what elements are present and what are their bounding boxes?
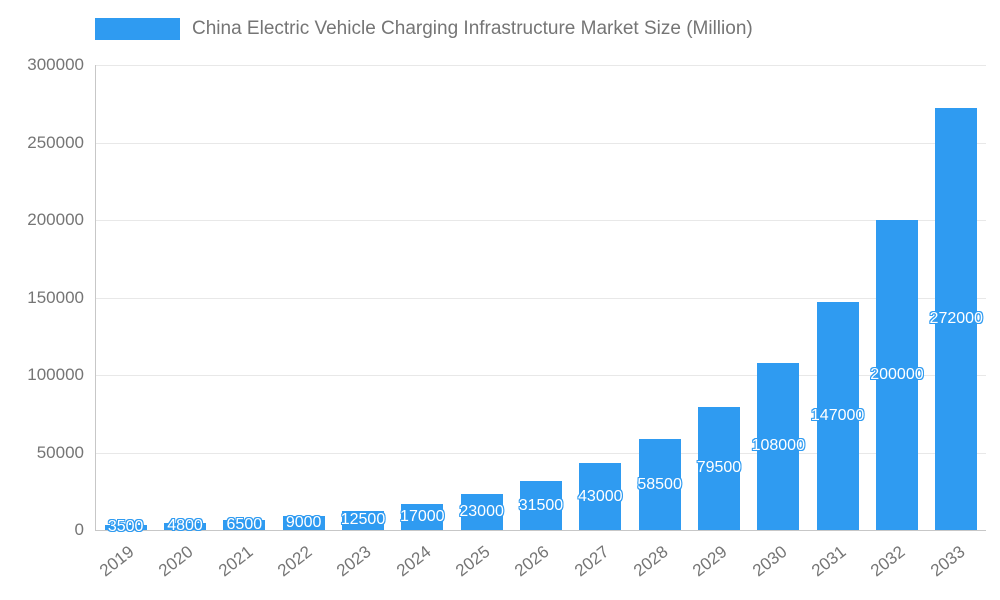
bar-2027: 43000 <box>578 463 623 530</box>
gridline <box>96 297 986 299</box>
bar-2021: 6500 <box>223 516 266 533</box>
x-tick-label-2032: 2032 <box>867 542 909 581</box>
x-tick-label-2025: 2025 <box>451 542 494 581</box>
x-tick-label-2027: 2027 <box>570 542 613 581</box>
bar-value-label: 23000 <box>459 503 504 521</box>
x-tick-label-2020: 2020 <box>155 542 197 581</box>
gridline <box>96 220 986 221</box>
bar-value-label: 58500 <box>637 475 682 493</box>
x-tick-label-2022: 2022 <box>273 542 316 581</box>
y-tick-label: 0 <box>74 520 84 539</box>
bar-value-label: 31500 <box>518 496 564 514</box>
bar-2033: 272000 <box>930 108 983 530</box>
x-tick-label-2024: 2024 <box>392 542 435 581</box>
bar-2024: 17000 <box>400 503 445 530</box>
bar-value-label: 3500 <box>107 518 144 536</box>
bars: 3500 4800 6500 9000 12500 17000 23000 31500 4300… <box>96 65 986 535</box>
bar-2026: 31500 <box>518 481 564 530</box>
chart-title: China Electric Vehicle Charging Infrastr… <box>192 18 753 39</box>
gridline <box>96 65 986 66</box>
bar-2031: 147000 <box>811 302 864 530</box>
bar-2028: 58500 <box>637 439 682 530</box>
legend[interactable]: China Electric Vehicle Charging Infrastr… <box>95 18 753 40</box>
bar-2020: 4800 <box>163 517 206 534</box>
bar-value-label: 9000 <box>285 514 322 532</box>
y-tick-label: 300000 <box>27 55 84 74</box>
y-tick-label: 250000 <box>27 132 84 152</box>
gridline <box>96 375 986 376</box>
x-tick-label-2021: 2021 <box>214 542 257 581</box>
gridline <box>96 142 986 144</box>
x-tick-label-2026: 2026 <box>511 542 553 581</box>
bar-value-label: 17000 <box>400 507 445 525</box>
x-tick-label-2019: 2019 <box>95 542 138 581</box>
bar-2023: 12500 <box>340 510 386 530</box>
bar-value-label: 4800 <box>167 517 203 535</box>
y-tick-label: 200000 <box>27 210 84 229</box>
x-tick-label-2028: 2028 <box>629 542 672 581</box>
x-tick-label-2029: 2029 <box>689 542 731 581</box>
bar-2025: 23000 <box>459 494 504 530</box>
bar-value-label: 6500 <box>226 515 263 533</box>
bar-2032: 200000 <box>870 220 924 530</box>
y-tick-label: 100000 <box>27 365 84 384</box>
y-tick-label: 150000 <box>27 287 84 307</box>
bar-value-label: 108000 <box>751 437 805 455</box>
x-tick-label-2023: 2023 <box>333 542 375 581</box>
x-tick-label-2030: 2030 <box>748 542 791 581</box>
bar-2030: 108000 <box>752 362 805 530</box>
x-tick-label-2031: 2031 <box>807 542 850 581</box>
legend-swatch[interactable] <box>95 18 180 40</box>
x-tick-label-2033: 2033 <box>926 542 969 581</box>
bar-value-label: 43000 <box>578 487 623 505</box>
bar-2019: 3500 <box>104 518 147 535</box>
bar-value-label: 200000 <box>870 366 924 383</box>
bar-value-label: 12500 <box>340 511 386 529</box>
bar-2022: 9000 <box>282 514 325 532</box>
y-tick-label: 50000 <box>36 442 84 462</box>
bar-value-label: 147000 <box>810 407 865 425</box>
bar-2029: 79500 <box>696 406 742 530</box>
plot-area: 0 50000 100000 150000 200000 250000 300000 350… <box>27 55 986 580</box>
gridline <box>96 452 986 454</box>
bar-value-label: 272000 <box>929 310 983 328</box>
bar-value-label: 79500 <box>696 459 742 477</box>
